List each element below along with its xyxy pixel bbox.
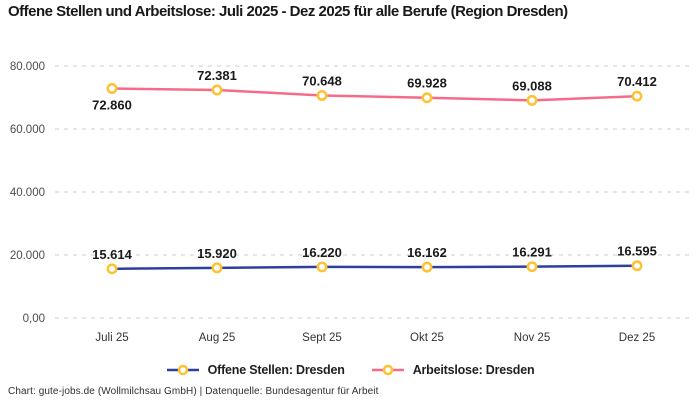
legend-swatch-arbeitslose [371,364,404,376]
data-point-marker [631,260,643,272]
data-point-label: 16.220 [302,245,342,260]
data-point-label: 70.412 [617,74,657,89]
data-point-label: 72.860 [92,97,132,112]
legend-label-arbeitslose: Arbeitslose: Dresden [412,363,535,377]
data-point-marker [316,90,328,101]
legend-swatch-offene-stellen [166,364,199,376]
data-point-label: 15.614 [92,247,133,262]
data-point-label: 69.928 [407,76,447,91]
data-point-label: 15.920 [197,246,237,261]
legend-marker-ring-icon [382,364,393,376]
data-point-label: 16.595 [617,244,657,259]
y-axis-tick-label: 0,00 [23,313,45,325]
x-axis-tick-label: Dez 25 [619,332,655,344]
y-axis-tick-label: 60.000 [10,124,45,136]
legend-item-arbeitslose: Arbeitslose: Dresden [371,363,535,377]
data-point-marker [211,84,223,96]
data-point-label: 16.162 [407,245,447,260]
series-line-0 [110,264,639,271]
y-axis-tick-label: 80.000 [10,61,45,73]
data-point-marker [316,261,328,273]
data-point-label: 70.648 [302,73,342,88]
data-point-marker [421,261,433,273]
legend-marker-ring-icon [177,364,188,376]
x-axis-tick-label: Nov 25 [514,332,550,344]
data-point-marker [211,262,223,274]
data-point-label: 16.291 [512,245,552,260]
legend-item-offene-stellen: Offene Stellen: Dresden [166,363,345,377]
chart-title: Offene Stellen und Arbeitslose: Juli 202… [8,3,568,20]
x-axis-tick-label: Okt 25 [410,332,444,344]
data-point-marker [526,261,538,273]
data-point-label: 72.381 [197,68,237,83]
data-point-marker [421,92,433,104]
series-line-1 [110,87,639,102]
data-point-marker [106,263,118,275]
x-axis-tick-label: Sept 25 [302,332,342,344]
x-axis-tick-label: Aug 25 [199,332,235,344]
data-point-marker [106,83,118,94]
y-axis-tick-label: 20.000 [10,250,45,262]
data-point-label: 69.088 [512,78,552,93]
x-axis-tick-label: Juli 25 [95,332,128,344]
y-axis-tick-label: 40.000 [10,187,45,199]
data-point-marker [631,90,643,102]
chart-legend: Offene Stellen: Dresden Arbeitslose: Dre… [0,363,700,377]
legend-label-offene-stellen: Offene Stellen: Dresden [207,363,345,377]
data-point-marker [526,94,538,106]
chart-attribution: Chart: gute-jobs.de (Wollmilchsau GmbH) … [8,386,379,397]
